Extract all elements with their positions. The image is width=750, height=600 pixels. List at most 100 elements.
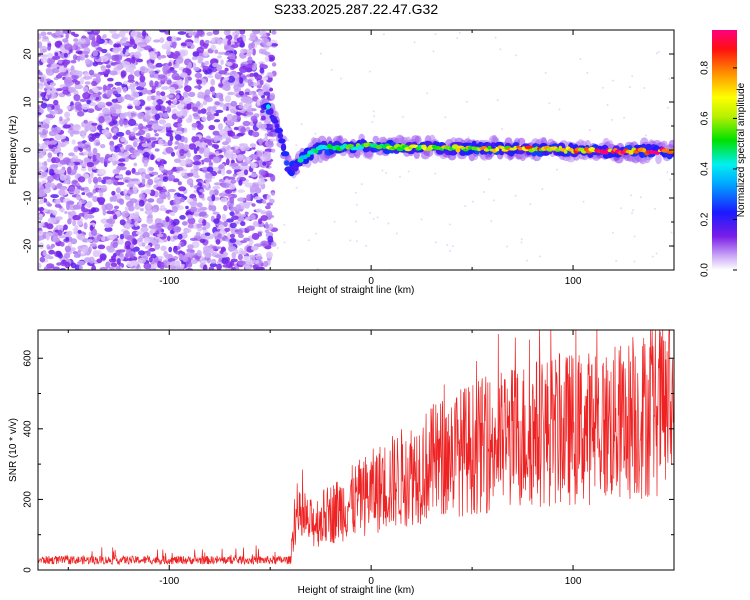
spectrogram-cell bbox=[125, 51, 130, 56]
spectrogram-cell bbox=[38, 33, 42, 40]
spectrogram-cell bbox=[611, 118, 614, 121]
spectrogram-cell bbox=[283, 223, 286, 226]
spectrogram-cell bbox=[372, 217, 375, 220]
y-tick-label: 200 bbox=[23, 491, 34, 508]
spectrogram-cell bbox=[372, 110, 375, 113]
spectrogram-cell bbox=[240, 48, 247, 54]
spectrogram-cell bbox=[176, 78, 184, 86]
spectrogram-cell bbox=[84, 58, 91, 65]
spectrogram-cell bbox=[73, 38, 79, 42]
spectrogram-cell bbox=[258, 169, 266, 176]
spectrogram-cell bbox=[268, 214, 275, 219]
spectrogram-cell bbox=[154, 148, 160, 152]
spectrogram-cell bbox=[300, 123, 303, 126]
spectrogram-cell bbox=[203, 147, 211, 152]
spectrogram-cell bbox=[255, 208, 263, 213]
spectrogram-cell bbox=[120, 70, 127, 78]
spectrogram-cell bbox=[97, 176, 102, 183]
spectrogram-cell bbox=[365, 244, 368, 247]
spectrogram-cell bbox=[191, 122, 199, 128]
spectrogram-cell bbox=[141, 178, 146, 185]
spectrogram-cell bbox=[558, 108, 561, 111]
spectrogram-cell bbox=[138, 129, 146, 135]
spectrogram-cell bbox=[271, 191, 275, 196]
spectrogram-cell bbox=[644, 143, 653, 152]
spectrogram-cell bbox=[260, 115, 266, 121]
spectrogram-cell bbox=[156, 197, 164, 204]
spectrogram-cell bbox=[355, 240, 358, 243]
spectrogram-cell bbox=[116, 210, 121, 218]
spectrogram-cell bbox=[86, 162, 95, 168]
spectrogram-cell bbox=[123, 119, 128, 126]
spectrogram-cell bbox=[197, 109, 202, 114]
spectrogram-cell bbox=[612, 231, 614, 234]
spectrogram-cell bbox=[250, 173, 258, 178]
spectrogram-cell bbox=[40, 102, 48, 109]
spectrogram-cell bbox=[112, 119, 118, 125]
spectrogram-cell bbox=[149, 52, 158, 60]
spectrogram-cell bbox=[223, 30, 231, 36]
spectrogram-cell bbox=[239, 42, 245, 48]
spectrogram-cell bbox=[631, 75, 634, 78]
spectrogram-cell bbox=[143, 237, 150, 244]
spectrogram-cell bbox=[104, 227, 113, 232]
spectrogram-cell bbox=[217, 55, 222, 59]
spectrogram-cell bbox=[420, 218, 423, 221]
spectrogram-cell bbox=[142, 173, 147, 179]
spectrogram-cell bbox=[146, 249, 151, 257]
spectrogram-cell bbox=[226, 218, 234, 223]
spectrogram-cell bbox=[152, 101, 158, 106]
spectrogram-cell bbox=[119, 119, 124, 127]
spectrogram-cell bbox=[38, 213, 43, 218]
spectrogram-cell bbox=[126, 248, 132, 256]
spectrogram-cell bbox=[81, 208, 89, 213]
spectrogram-cell bbox=[153, 204, 159, 210]
spectrogram-cell bbox=[133, 246, 140, 252]
spectrogram-cell bbox=[134, 36, 139, 44]
spectrogram-cell bbox=[71, 168, 77, 175]
colorbar-tick-label: 0.2 bbox=[700, 212, 711, 226]
spectrogram-cell bbox=[201, 116, 207, 122]
spectrogram-cell bbox=[64, 245, 72, 253]
spectrogram-cell bbox=[267, 72, 274, 78]
spectrogram-cell bbox=[92, 238, 99, 244]
spectrogram-cell bbox=[58, 188, 66, 196]
spectrogram-cell bbox=[46, 31, 53, 35]
spectrogram-cell bbox=[245, 111, 254, 116]
spectrogram-cell bbox=[171, 72, 180, 81]
spectrogram-cell bbox=[39, 256, 46, 263]
spectrogram-cell bbox=[155, 62, 163, 68]
spectrogram-cell bbox=[142, 231, 150, 239]
spectrogram-cell bbox=[602, 86, 604, 89]
spectrogram-cell bbox=[210, 44, 216, 51]
spectrogram-cell bbox=[47, 217, 57, 224]
spectrogram-cell bbox=[70, 69, 80, 76]
spectrogram-cell bbox=[162, 176, 169, 183]
spectrogram-cell bbox=[216, 246, 222, 250]
spectrogram-cell bbox=[38, 161, 42, 168]
spectrogram-cell bbox=[83, 186, 89, 191]
spectrogram-cell bbox=[121, 42, 130, 47]
spectrogram-cell bbox=[140, 227, 149, 233]
spectrogram-cell bbox=[243, 169, 249, 176]
spectrogram-cell bbox=[38, 234, 42, 242]
spectrogram-cell bbox=[96, 258, 103, 264]
spectrogram-cell bbox=[89, 101, 97, 107]
spectrogram-cell bbox=[81, 246, 88, 254]
spectrogram-cell bbox=[148, 167, 155, 171]
spectrogram-cell bbox=[667, 106, 670, 109]
spectrogram-cell bbox=[168, 246, 173, 253]
spectrogram-cell bbox=[66, 105, 72, 110]
spectrogram-cell bbox=[493, 199, 495, 202]
spectrogram-cell bbox=[183, 144, 190, 151]
x-tick-label: 100 bbox=[565, 576, 582, 587]
spectrogram-cell bbox=[148, 70, 156, 75]
spectrogram-cell bbox=[76, 55, 81, 62]
spectrogram-cell bbox=[217, 170, 223, 174]
spectrogram-cell bbox=[372, 135, 379, 143]
spectrogram-cell bbox=[628, 86, 631, 89]
spectrogram-cell bbox=[349, 239, 352, 242]
spectrogram-cell bbox=[106, 245, 115, 253]
spectrogram-cell bbox=[262, 161, 267, 166]
spectrogram-cell bbox=[89, 243, 97, 247]
